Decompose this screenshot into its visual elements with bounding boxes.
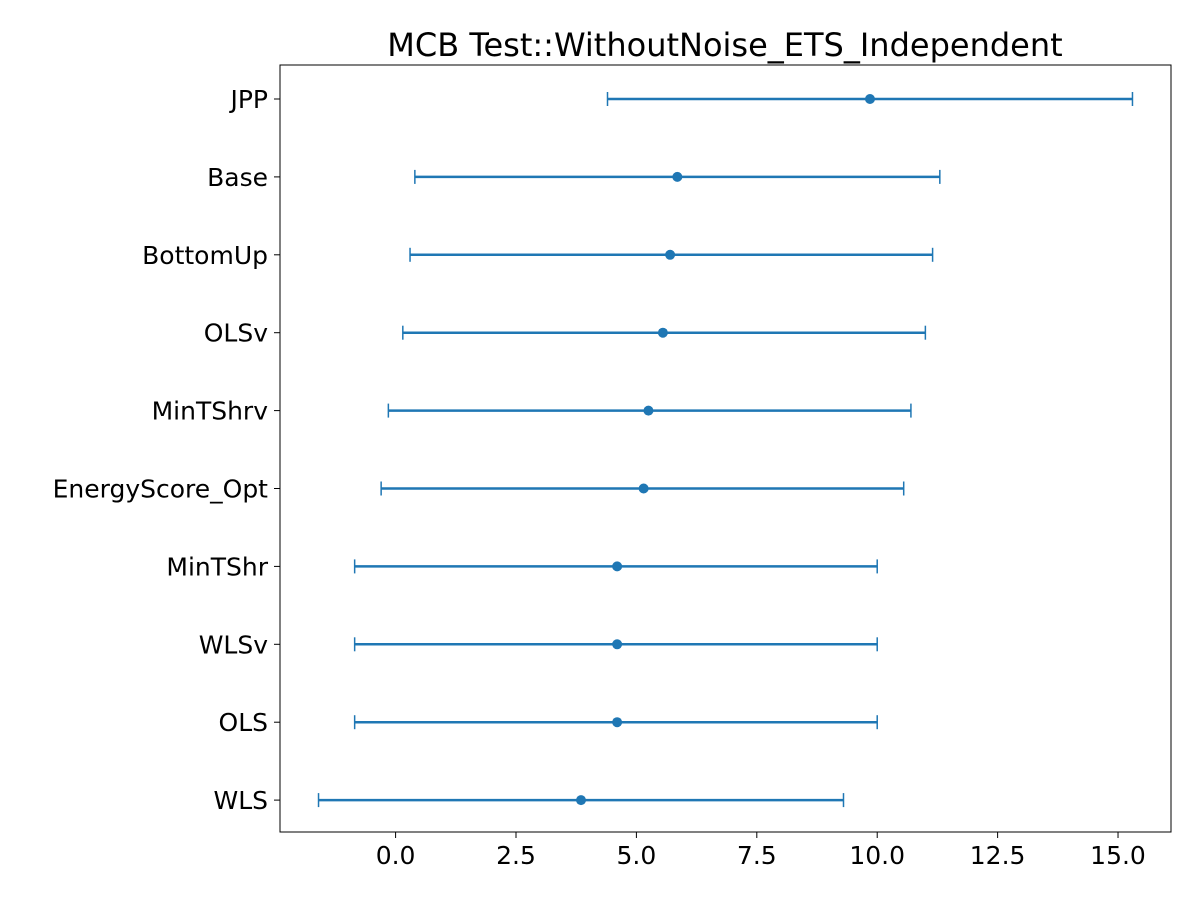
errorbar-energyscore-opt [380,481,905,496]
mean-point [665,249,676,260]
errorbar-olsv [402,325,927,340]
errorbar-base [414,169,941,184]
y-tick-label: WLSv [199,630,269,659]
y-tick-label: WLS [213,786,268,815]
y-axis: JPP Base BottomUp OLSv MinTShrv EnergyScore_O… [53,85,280,815]
mean-point [638,483,649,494]
errorbar-jpp [606,92,1134,106]
mean-point [643,405,654,416]
x-tick-label: 15.0 [1090,841,1146,870]
mean-point [672,171,683,182]
x-tick-label: 12.5 [970,841,1026,870]
x-axis: 0.0 2.5 5.0 7.5 10.0 12.5 15.0 [376,832,1146,870]
x-tick-label: 5.0 [617,841,657,870]
errorbar-wlsv [353,637,878,652]
x-tick-label: 10.0 [849,841,905,870]
mean-point [864,94,875,104]
y-tick-label: OLS [219,708,268,737]
mean-point [612,717,623,728]
errorbar-wls [317,793,845,808]
plot-area [279,64,1172,833]
chart-title: MCB Test::WithoutNoise_ETS_Independent [387,26,1062,64]
x-tick-label: 7.5 [737,841,777,870]
errorbar-bottomup [409,247,934,262]
y-tick-label: Base [207,163,268,192]
x-tick-label: 0.0 [376,841,416,870]
y-tick-label: OLSv [204,319,268,348]
x-tick-label: 2.5 [496,841,536,870]
errorbar-mintshr [353,559,878,574]
mean-point [612,639,623,650]
y-tick-label: MinTShr [166,552,268,581]
errorbar-series [317,92,1134,808]
y-tick-label: MinTShrv [152,397,269,426]
y-tick-label: JPP [228,85,268,114]
y-tick-label: EnergyScore_Opt [53,475,269,504]
mean-point [657,327,668,338]
mean-point [576,795,587,806]
mean-point [612,561,623,572]
errorbar-mintshrv [387,403,912,418]
y-tick-label: BottomUp [142,241,268,270]
errorbar-ols [353,715,878,730]
